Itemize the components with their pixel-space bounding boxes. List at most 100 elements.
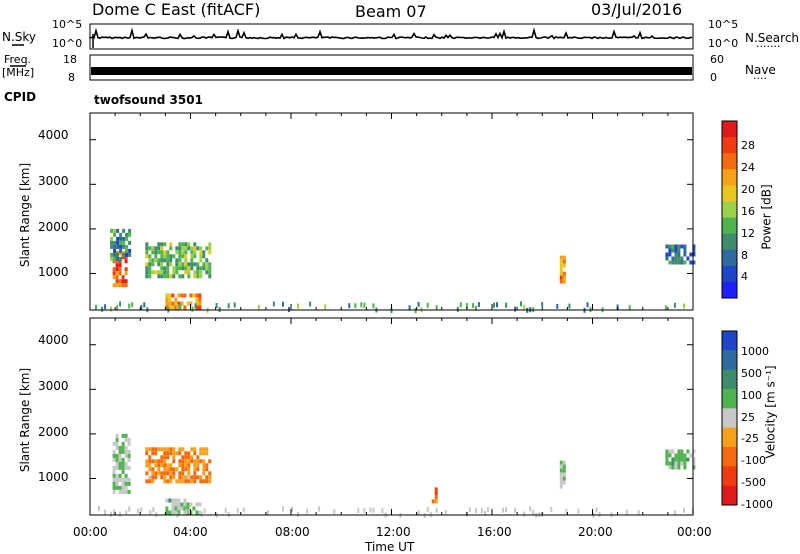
velocity-scatter-cell [171,498,175,503]
power-ground-cell [257,304,260,310]
power-ground-cell [505,302,508,308]
velocity-scatter-cell [157,471,161,476]
power-scatter-cell [187,246,191,251]
power-scatter-cell [118,259,122,264]
velocity-scatter-cell [184,455,188,460]
power-scatter-cell [172,270,176,275]
velocity-scatter-cell [172,451,176,456]
power-scatter-cell [121,279,125,284]
power-scatter-cell [202,254,206,259]
freq-unit-label: [MHz] [2,66,35,79]
velocity-scatter-cell [121,449,125,454]
velocity-scatter-cell [124,477,128,482]
velocity-ground-cell [306,508,309,514]
velocity-scatter-cell [665,453,669,458]
velocity-ground-cell [468,507,471,513]
power-ground-cell [179,304,182,310]
velocity-ground-cell [128,506,131,512]
power-scatter-cell [168,293,172,298]
freq-band [91,67,692,75]
velocity-scatter-cell [121,485,125,490]
power-scatter-cell [184,254,188,259]
power-colorbar-swatch [722,217,737,235]
power-scatter-cell [145,250,149,255]
power-colorbar-frame [721,120,738,299]
nsearch-dots: ······· [756,40,781,53]
power-scatter-cell [122,236,126,241]
power-scatter-cell [169,258,173,263]
power-ground-cell [227,303,230,309]
velocity-scatter-cell [680,457,684,462]
velocity-scatter-cell [115,445,119,450]
cpid-label: CPID [4,90,37,104]
velocity-scatter-cell [181,467,185,472]
power-scatter-cell [674,252,678,257]
velocity-scatter-cell [184,463,188,468]
velocity-scatter-cell [160,447,164,452]
velocity-scatter-cell [665,457,669,462]
velocity-scatter-cell [187,479,191,484]
power-ground-cell [541,301,544,307]
power-ground-cell [95,304,97,310]
power-scatter-cell [177,305,181,310]
velocity-scatter-cell [199,479,203,484]
velocity-scatter-cell [668,465,672,470]
velocity-scatter-cell [151,447,155,452]
velocity-scatter-cell [121,441,125,446]
velocity-scatter-cell [121,469,125,474]
velocity-scatter-cell [121,465,125,470]
velocity-scatter-cell [112,441,116,446]
velocity-scatter-cell [202,463,206,468]
velocity-ground-cell [372,507,375,513]
velocity-scatter-cell [183,510,187,515]
power-scatter-cell [119,240,123,245]
power-scatter-cell [562,271,566,276]
power-scatter-cell [119,232,123,237]
power-scatter-cell [181,274,185,279]
power-ground-cell [426,302,429,308]
power-cbar-tick: 8 [741,249,748,262]
power-ground-cell [233,302,236,308]
velocity-scatter-cell [692,457,696,462]
power-scatter-cell [148,274,152,279]
velocity-scatter-cell [148,467,152,472]
velocity-scatter-cell [680,449,684,454]
velocity-scatter-cell [202,459,206,464]
velocity-scatter-cell [692,461,696,466]
velocity-ground-cell [125,510,128,516]
velocity-scatter-cell [178,447,182,452]
power-scatter-cell [202,262,206,267]
velocity-scatter-cell [199,475,203,480]
power-scatter-cell [208,270,212,275]
power-scatter-cell [175,270,179,275]
power-ground-cell [556,303,559,309]
power-scatter-cell [157,246,161,251]
velocity-ground-cell [152,507,155,513]
power-scatter-cell [165,305,169,310]
velocity-scatter-cell [193,447,197,452]
power-scatter-cell [196,270,200,275]
power-scatter-cell [125,236,129,241]
power-scatter-cell [559,263,563,268]
velocity-ground-cell [480,508,483,514]
velocity-scatter-cell [121,477,125,482]
power-scatter-cell [115,271,119,276]
power-scatter-cell [154,250,158,255]
power-scatter-cell [208,274,212,279]
power-scatter-cell [178,242,182,247]
power-scatter-cell [148,258,152,263]
velocity-scatter-cell [163,463,167,468]
power-scatter-cell [190,262,194,267]
velocity-scatter-cell [151,479,155,484]
power-ground-cell [309,301,312,307]
power-ground-cell [104,304,107,310]
velocity-scatter-cell [183,502,187,507]
velocity-scatter-cell [205,467,209,472]
xtick-label: 00:00 [73,525,108,539]
velocity-ground-cell [236,508,239,514]
velocity-ytick: 1000 [38,470,69,484]
freq-tick-top: 18 [63,53,77,66]
velocity-scatter-cell [199,459,203,464]
velocity-ground-cell [357,508,360,514]
power-scatter-cell [178,266,182,271]
